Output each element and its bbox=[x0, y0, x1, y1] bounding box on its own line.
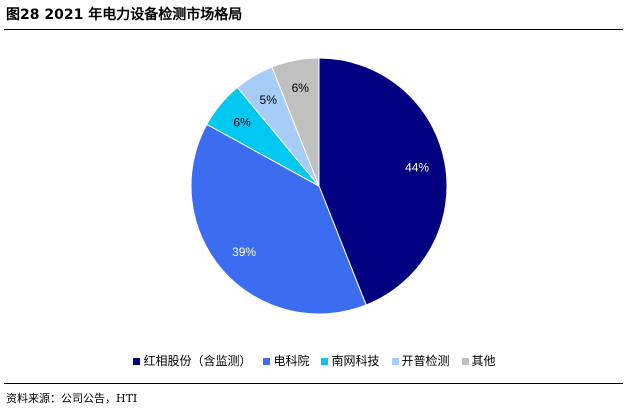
source-note: 资料来源：公司公告，HTI bbox=[6, 392, 138, 405]
legend-swatch-other bbox=[461, 357, 469, 365]
legend-item-other: 其他 bbox=[461, 354, 496, 368]
pie-data-label-dky: 39% bbox=[232, 245, 256, 259]
pie-data-label-hongxiang: 44% bbox=[405, 160, 429, 174]
legend-item-hongxiang: 红相股份（含监测） bbox=[133, 354, 251, 368]
legend-item-nanwang: 南网科技 bbox=[321, 354, 380, 368]
pie-chart: 44% 39% 6% 5% 6% bbox=[190, 57, 448, 315]
legend-label-other: 其他 bbox=[471, 354, 496, 368]
legend-item-dky: 电科院 bbox=[263, 354, 309, 368]
legend-label-dky: 电科院 bbox=[273, 354, 310, 368]
figure-title: 图28 2021 年电力设备检测市场格局 bbox=[6, 7, 243, 23]
legend-swatch-dky bbox=[263, 357, 271, 365]
pie-slice-other bbox=[271, 57, 320, 187]
pie-slice-hongxiang bbox=[318, 57, 448, 306]
legend-label-nanwang: 南网科技 bbox=[331, 354, 380, 368]
legend-label-hongxiang: 红相股份（含监测） bbox=[143, 354, 252, 368]
top-rule bbox=[4, 29, 623, 30]
pie-data-label-kaipu: 5% bbox=[260, 93, 278, 107]
pie-data-label-other: 6% bbox=[292, 81, 310, 95]
legend-swatch-kaipu bbox=[391, 357, 399, 365]
legend-item-kaipu: 开普检测 bbox=[391, 354, 450, 368]
pie-slice-dky bbox=[190, 123, 367, 315]
chart-legend: 红相股份（含监测） 电科院 南网科技 开普检测 其他 bbox=[0, 354, 629, 368]
bottom-rule bbox=[4, 383, 623, 384]
legend-swatch-nanwang bbox=[321, 357, 329, 365]
pie-data-label-nanwang: 6% bbox=[233, 115, 251, 129]
legend-label-kaipu: 开普检测 bbox=[401, 354, 450, 368]
legend-swatch-hongxiang bbox=[133, 357, 141, 365]
